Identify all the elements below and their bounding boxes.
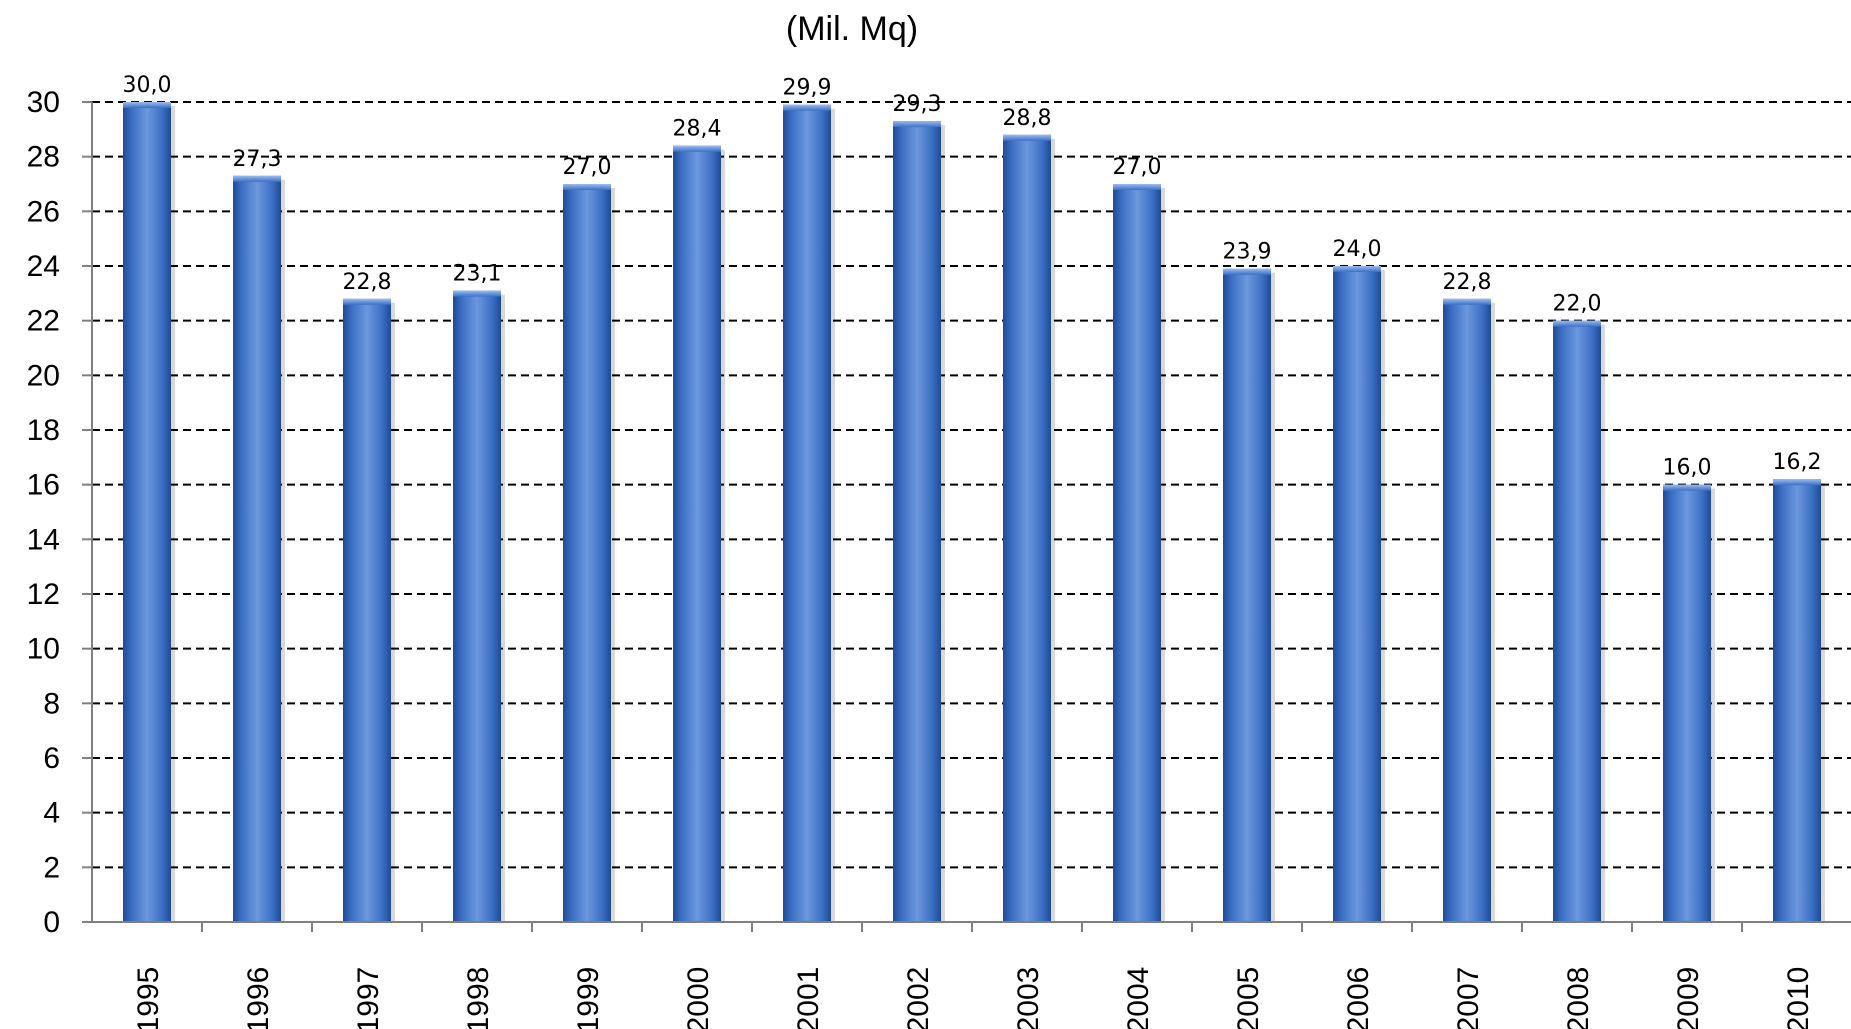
x-tick-label: 2007 [1452, 967, 1485, 1029]
x-tick-label: 2008 [1562, 967, 1595, 1029]
x-tick-label: 2009 [1672, 967, 1705, 1029]
data-label: 16,0 [1663, 456, 1712, 481]
bar-cap [233, 175, 281, 182]
x-tick-label: 1997 [352, 967, 385, 1029]
bars: 30,0 27,3 22,8 23,1 27,0 28,4 29,9 29,3 28,8 27,0… [123, 73, 1825, 923]
data-label: 23,1 [453, 262, 502, 287]
data-label: 22,8 [343, 270, 392, 295]
bar [1333, 266, 1381, 922]
x-tick-label: 2001 [792, 967, 825, 1029]
bar [1223, 268, 1271, 922]
y-tick-label: 6 [43, 742, 60, 775]
x-tick-label: 2010 [1782, 967, 1815, 1029]
y-tick-label: 2 [43, 851, 60, 884]
bar-cap [123, 102, 171, 108]
data-label: 29,9 [783, 76, 832, 101]
y-tick-label: 22 [27, 305, 60, 338]
y-tick-label: 18 [27, 414, 60, 447]
y-tick-label: 16 [27, 469, 60, 502]
bar [1003, 134, 1051, 923]
x-tick-label: 2000 [682, 967, 715, 1029]
bar-cap [893, 121, 941, 128]
data-label: 27,3 [233, 147, 282, 172]
bar [343, 298, 391, 922]
y-tick-label: 0 [43, 906, 60, 939]
chart-subtitle: (Mil. Mq) [786, 10, 918, 48]
bar [783, 104, 831, 922]
data-label: 28,8 [1003, 106, 1052, 131]
y-tick-label: 4 [43, 797, 60, 830]
y-tick-label: 26 [27, 195, 60, 228]
x-tick-label: 2005 [1232, 967, 1265, 1029]
bar-cap [343, 298, 391, 305]
bar-cap [1773, 479, 1821, 486]
data-label: 22,0 [1553, 292, 1602, 317]
data-label: 23,9 [1223, 240, 1272, 265]
bar [1553, 320, 1601, 923]
bar-cap [563, 184, 611, 190]
data-label: 22,8 [1443, 270, 1492, 295]
data-label: 29,3 [893, 92, 942, 117]
bar-cap [1113, 184, 1161, 190]
data-label: 27,0 [563, 155, 612, 180]
y-tick-label: 30 [27, 86, 60, 119]
bar [1663, 484, 1711, 922]
y-tick-label: 24 [27, 250, 60, 283]
bar [1443, 298, 1491, 922]
bar [673, 145, 721, 922]
bar [1113, 184, 1161, 922]
bar-cap [673, 145, 721, 152]
y-tick-label: 12 [27, 578, 60, 611]
bar [233, 175, 281, 923]
bar [1773, 479, 1821, 922]
bar-cap [1333, 266, 1381, 272]
y-tick-label: 20 [27, 359, 60, 392]
x-tick-label: 2006 [1342, 967, 1375, 1029]
bar [893, 121, 941, 923]
bar-cap [453, 290, 501, 297]
y-tick-label: 10 [27, 633, 60, 666]
data-label: 24,0 [1333, 237, 1382, 262]
bar [563, 184, 611, 922]
y-tick-label: 14 [27, 523, 60, 556]
bar-cap [1003, 134, 1051, 141]
x-tick-label: 1998 [462, 967, 495, 1029]
bar-cap [783, 104, 831, 111]
x-tick-label: 2003 [1012, 967, 1045, 1029]
bar [453, 290, 501, 923]
bar-cap [1223, 268, 1271, 275]
bar-cap [1553, 320, 1601, 327]
x-tick-label: 1995 [132, 967, 165, 1029]
y-tick-label: 28 [27, 141, 60, 174]
x-tick-label: 2004 [1122, 967, 1155, 1029]
data-label: 30,0 [123, 73, 172, 98]
y-tick-label: 8 [43, 687, 60, 720]
x-axis: 1995 1996 1997 1998 1999 2000 2001 2002 2003 2004… [92, 921, 1851, 1029]
data-label: 27,0 [1113, 155, 1162, 180]
bar-cap [1443, 298, 1491, 305]
x-tick-label: 1999 [572, 967, 605, 1029]
x-tick-label: 1996 [242, 967, 275, 1029]
data-label: 16,2 [1773, 450, 1822, 475]
data-label: 28,4 [673, 117, 722, 142]
x-tick-label: 2002 [902, 967, 935, 1029]
bar [123, 102, 171, 922]
bar-cap [1663, 484, 1711, 491]
